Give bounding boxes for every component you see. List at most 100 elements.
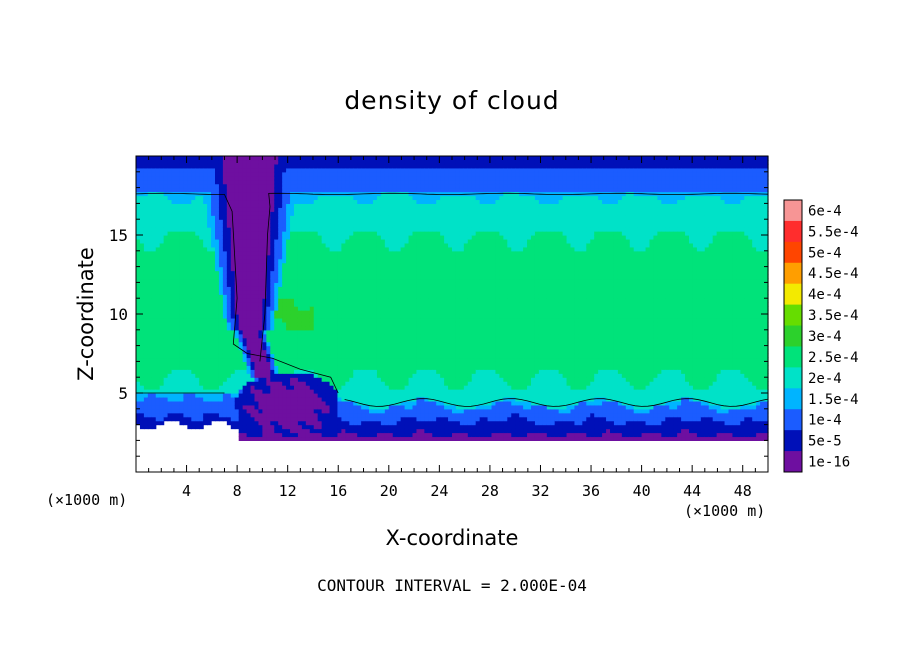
heatmap-cell bbox=[305, 333, 311, 339]
heatmap-cell bbox=[297, 436, 303, 441]
heatmap-cell bbox=[400, 294, 406, 299]
heatmap-cell bbox=[246, 333, 252, 339]
heatmap-cell bbox=[373, 290, 378, 295]
heatmap-cell bbox=[250, 223, 256, 228]
heatmap-cell bbox=[171, 191, 177, 197]
heatmap-cell bbox=[408, 179, 414, 185]
heatmap-cell bbox=[349, 179, 354, 185]
heatmap-cell bbox=[404, 385, 410, 390]
heatmap-cell bbox=[396, 310, 402, 315]
heatmap-cell bbox=[175, 266, 181, 272]
heatmap-cell bbox=[139, 329, 145, 335]
heatmap-cell bbox=[151, 345, 157, 351]
heatmap-cell bbox=[242, 345, 248, 351]
heatmap-cell bbox=[234, 171, 240, 177]
heatmap-cell bbox=[365, 389, 370, 394]
heatmap-cell bbox=[234, 211, 240, 216]
heatmap-cell bbox=[341, 159, 346, 165]
heatmap-cell bbox=[317, 203, 323, 208]
heatmap-cell bbox=[147, 349, 153, 355]
heatmap-cell bbox=[238, 286, 244, 291]
heatmap-cell bbox=[301, 369, 307, 374]
heatmap-cell bbox=[175, 325, 181, 331]
heatmap-cell bbox=[345, 227, 350, 232]
heatmap-cell bbox=[317, 321, 323, 327]
heatmap-cell bbox=[325, 183, 331, 189]
heatmap-cell bbox=[187, 365, 192, 370]
heatmap-cell bbox=[159, 290, 165, 295]
heatmap-cell bbox=[380, 306, 386, 311]
heatmap-cell bbox=[345, 412, 350, 418]
heatmap-cell bbox=[211, 199, 216, 204]
heatmap-cell bbox=[159, 171, 165, 177]
heatmap-cell bbox=[313, 325, 319, 331]
heatmap-cell bbox=[380, 223, 386, 228]
heatmap-cell bbox=[199, 298, 204, 303]
heatmap-cell bbox=[211, 365, 216, 370]
heatmap-cell bbox=[392, 246, 398, 252]
heatmap-cell bbox=[329, 420, 335, 426]
heatmap-cell bbox=[262, 373, 267, 378]
heatmap-cell bbox=[230, 238, 236, 244]
heatmap-cell bbox=[266, 310, 271, 315]
heatmap-cell bbox=[388, 436, 394, 441]
heatmap-cell bbox=[187, 404, 192, 410]
heatmap-cell bbox=[143, 203, 149, 208]
heatmap-cell bbox=[147, 385, 153, 390]
heatmap-cell bbox=[175, 416, 181, 422]
heatmap-cell bbox=[333, 207, 339, 212]
heatmap-cell bbox=[163, 416, 169, 422]
heatmap-cell bbox=[361, 219, 366, 224]
heatmap-cell bbox=[246, 156, 252, 161]
heatmap-cell bbox=[301, 436, 307, 441]
heatmap-cell bbox=[183, 175, 188, 181]
heatmap-cell bbox=[195, 314, 200, 319]
heatmap-cell bbox=[325, 231, 331, 236]
heatmap-cell bbox=[246, 329, 252, 335]
heatmap-cell bbox=[175, 321, 181, 327]
heatmap-cell bbox=[317, 179, 323, 185]
heatmap-cell bbox=[329, 258, 335, 264]
heatmap-cell bbox=[392, 325, 398, 331]
heatmap-cell bbox=[234, 353, 240, 359]
heatmap-cell bbox=[309, 219, 315, 224]
heatmap-cell bbox=[183, 385, 188, 390]
heatmap-cell bbox=[278, 199, 283, 204]
heatmap-cell bbox=[325, 227, 331, 232]
heatmap-cell bbox=[218, 183, 224, 189]
heatmap-cell bbox=[294, 238, 299, 244]
heatmap-cell bbox=[139, 302, 145, 307]
heatmap-cell bbox=[353, 167, 358, 173]
heatmap-cell bbox=[262, 396, 267, 402]
heatmap-cell bbox=[147, 369, 153, 374]
heatmap-cell bbox=[373, 400, 378, 406]
heatmap-cell bbox=[353, 361, 358, 366]
heatmap-cell bbox=[333, 325, 339, 331]
heatmap-cell bbox=[242, 238, 248, 244]
heatmap-cell bbox=[258, 171, 263, 177]
heatmap-cell bbox=[254, 306, 260, 311]
heatmap-cell bbox=[222, 357, 228, 362]
heatmap-cell bbox=[396, 424, 402, 430]
heatmap-cell bbox=[211, 203, 216, 208]
heatmap-cell bbox=[246, 357, 252, 362]
heatmap-cell bbox=[365, 175, 370, 181]
heatmap-cell bbox=[258, 274, 263, 280]
heatmap-cell bbox=[147, 179, 153, 185]
heatmap-cell bbox=[230, 282, 236, 287]
heatmap-cell bbox=[254, 314, 260, 319]
heatmap-cell bbox=[167, 310, 173, 315]
heatmap-cell bbox=[365, 412, 370, 418]
heatmap-cell bbox=[242, 361, 248, 366]
heatmap-cell bbox=[222, 211, 228, 216]
heatmap-cell bbox=[211, 215, 216, 220]
heatmap-cell bbox=[226, 187, 232, 193]
heatmap-cell bbox=[392, 203, 398, 208]
heatmap-cell bbox=[230, 357, 236, 362]
heatmap-cell bbox=[349, 389, 354, 394]
heatmap-cell bbox=[218, 282, 224, 287]
heatmap-cell bbox=[258, 365, 263, 370]
heatmap-cell bbox=[187, 211, 192, 216]
heatmap-cell bbox=[353, 246, 358, 252]
heatmap-cell bbox=[238, 325, 244, 331]
